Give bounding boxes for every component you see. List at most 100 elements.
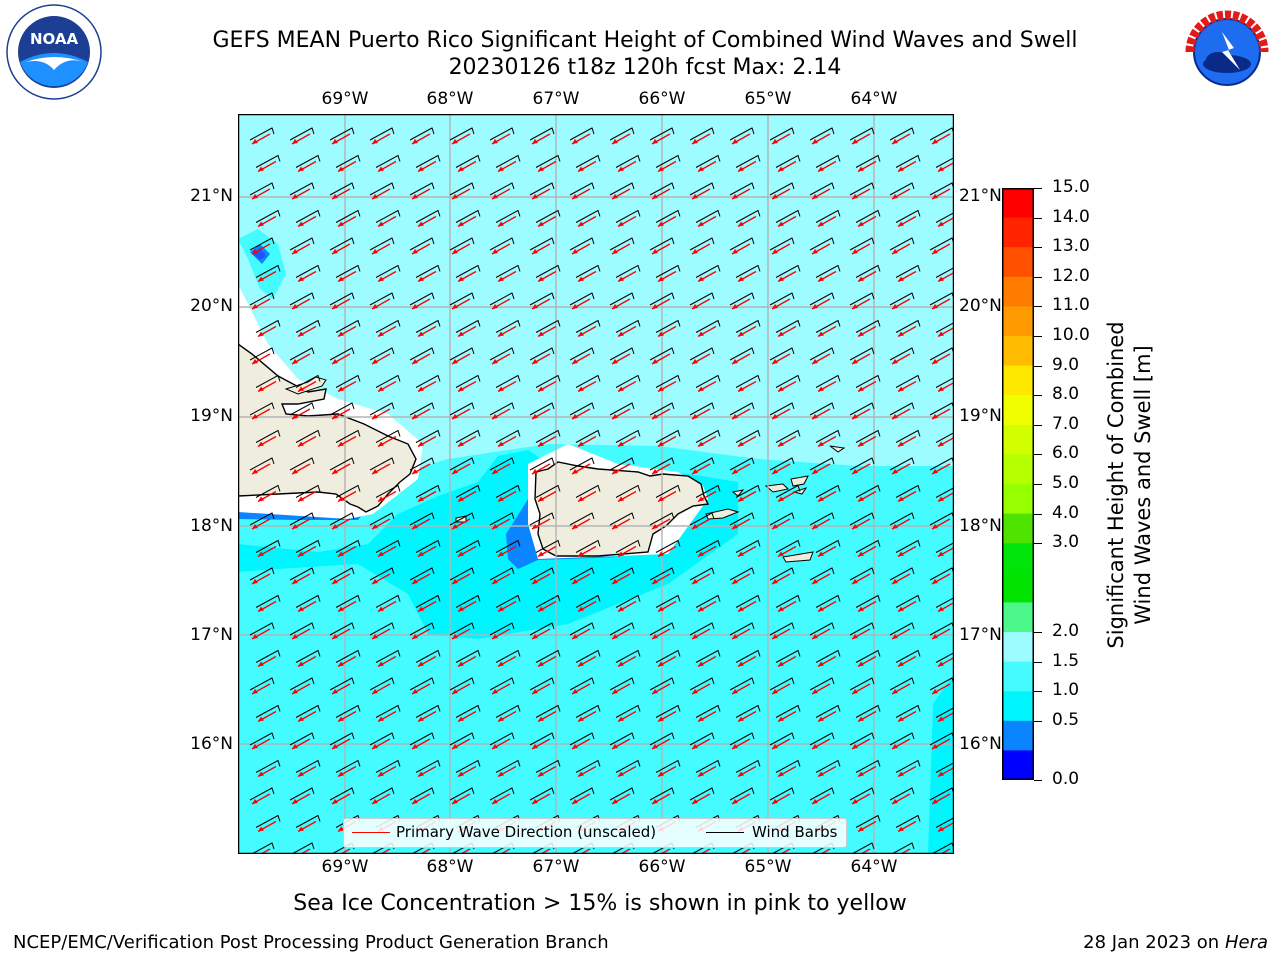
wind-barb — [735, 209, 761, 223]
wind-barb — [769, 237, 795, 251]
wave-arrow-head — [852, 194, 858, 199]
wind-barb — [575, 264, 601, 278]
wave-arrow-head — [532, 139, 538, 144]
colorbar-tick-mark — [1034, 276, 1042, 278]
wind-barb — [849, 622, 875, 636]
wind-barb — [569, 182, 595, 196]
wave-arrow-head — [532, 524, 538, 529]
wave-arrow-head — [578, 166, 584, 172]
wind-barb — [695, 374, 721, 388]
wave-arrow-head — [692, 689, 698, 694]
wave-arrow-head — [452, 304, 458, 309]
wind-barb — [649, 237, 675, 251]
colorbar-tick-label: 15.0 — [1052, 177, 1090, 197]
wind-barb — [729, 732, 755, 746]
wave-arrow-head — [378, 496, 384, 502]
wave-arrow-head — [298, 606, 304, 612]
wind-barb — [855, 374, 881, 388]
wave-arrow-head — [692, 249, 698, 254]
wind-barb — [935, 597, 954, 608]
wave-arrow-head — [698, 716, 704, 722]
wind-barb — [815, 594, 841, 608]
wave-arrow-head — [372, 249, 378, 254]
wind-barb — [449, 237, 475, 251]
lat-label-left: 19°N — [190, 406, 233, 426]
wave-arrow-head — [612, 799, 618, 804]
lon-label-bottom: 67°W — [532, 857, 580, 877]
wind-barb — [809, 512, 835, 526]
wind-barb — [815, 484, 841, 498]
wind-barb — [455, 704, 481, 718]
wave-arrow-head — [452, 634, 458, 639]
wind-barb — [775, 704, 801, 718]
wind-barb — [375, 209, 401, 223]
wind-barb — [409, 402, 435, 416]
colorbar-tick-label: 10.0 — [1052, 325, 1090, 345]
wave-arrow-head — [338, 661, 344, 667]
wave-arrow-head — [772, 469, 778, 474]
wave-arrow-head — [332, 194, 338, 199]
wind-barb — [815, 704, 841, 718]
wind-barb — [289, 512, 315, 526]
wind-barb — [735, 649, 761, 663]
wave-arrow-head — [658, 551, 664, 557]
wave-arrow-head — [338, 771, 344, 777]
wave-arrow-head — [612, 744, 618, 749]
wave-arrow-head — [412, 469, 418, 474]
wind-barb — [335, 319, 361, 333]
wave-arrow — [259, 848, 271, 854]
wind-barb — [529, 347, 555, 361]
wind-barb — [535, 649, 561, 663]
wind-barb — [769, 402, 795, 416]
wave-arrow-head — [498, 441, 504, 447]
wind-barb — [649, 567, 675, 581]
wind-barb — [855, 539, 881, 553]
wave-arrow-head — [732, 469, 738, 474]
colorbar-label-line1: Significant Height of Combined — [1104, 321, 1128, 649]
wind-barb — [809, 182, 835, 196]
wind-barb — [769, 457, 795, 471]
wind-barb — [775, 374, 801, 388]
wave-arrow-head — [932, 194, 938, 199]
wind-barb — [535, 539, 561, 553]
wave-arrow-head — [292, 304, 298, 309]
wind-barb — [735, 429, 761, 443]
wind-barb — [255, 264, 281, 278]
wind-barb — [535, 759, 561, 773]
wave-arrow-head — [852, 799, 858, 804]
wave-arrow-head — [252, 304, 258, 309]
wind-barb — [695, 594, 721, 608]
wind-barb — [689, 402, 715, 416]
wind-barb — [250, 842, 275, 854]
wave-arrow-head — [732, 194, 738, 199]
wind-barb — [895, 649, 921, 663]
lat-label-left: 17°N — [190, 625, 233, 645]
wave-arrow-head — [378, 771, 384, 777]
wind-barb — [655, 759, 681, 773]
wave-arrow-head — [292, 139, 298, 144]
wind-barb — [295, 759, 321, 773]
wind-barb — [489, 512, 515, 526]
colorbar-band — [1002, 513, 1034, 544]
wind-barb — [575, 484, 601, 498]
wave-arrow-head — [772, 304, 778, 309]
wind-barb — [769, 622, 795, 636]
wave-arrow-head — [532, 304, 538, 309]
wave-arrow-head — [938, 551, 944, 557]
wind-barb — [689, 512, 715, 526]
wind-barb — [609, 622, 635, 636]
wind-barb — [649, 182, 675, 196]
wave-arrow-head — [498, 221, 504, 227]
wind-barb — [455, 264, 481, 278]
colorbar-band — [1002, 454, 1034, 485]
wave-arrow-head — [658, 166, 664, 172]
wind-barb — [489, 732, 515, 746]
wave-arrow-head — [618, 331, 624, 337]
wave-arrow-head — [778, 551, 784, 557]
wind-barb — [489, 457, 515, 471]
wind-barb — [289, 622, 315, 636]
wave-arrow-head — [612, 524, 618, 529]
wave-arrow-head — [572, 634, 578, 639]
wave-arrow-head — [698, 606, 704, 612]
wave-arrow-head — [578, 771, 584, 777]
